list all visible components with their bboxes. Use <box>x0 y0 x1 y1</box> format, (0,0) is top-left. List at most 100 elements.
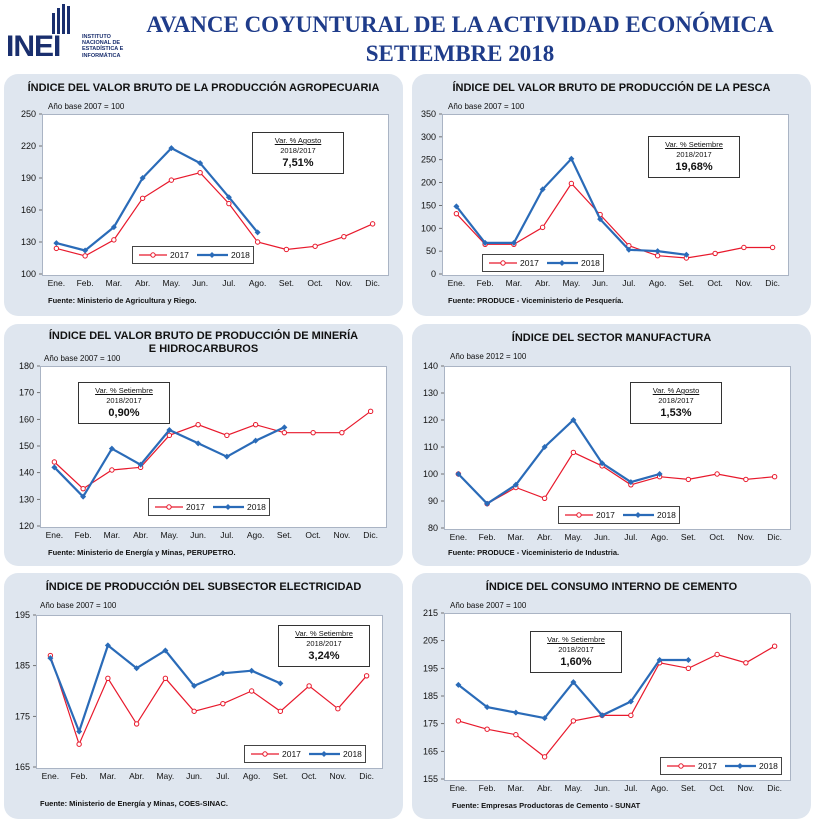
data-point-2017 <box>484 726 490 732</box>
variation-box: Var. % Setiembre 2018/2017 0,90% <box>78 382 170 424</box>
data-point-2018 <box>139 175 146 181</box>
source-note: Fuente: Ministerio de Energía y Minas, C… <box>40 799 228 808</box>
chart-legend: 2017 2018 <box>558 506 680 524</box>
variation-value: 3,24% <box>308 650 340 662</box>
base-year-label: Año base 2007 = 100 <box>450 601 527 610</box>
data-point-2017 <box>53 245 60 252</box>
variation-value: 1,60% <box>560 656 592 668</box>
y-tick-label: 130 <box>423 388 438 398</box>
data-point-2018 <box>570 417 577 423</box>
legend-swatches <box>489 260 578 266</box>
data-point-2018 <box>197 160 204 167</box>
x-tick-label: Ene. <box>450 783 468 793</box>
data-point-2018 <box>484 500 491 507</box>
data-point-2018 <box>455 681 462 688</box>
chart-panel-manufactura: ÍNDICE DEL SECTOR MANUFACTURA Año base 20… <box>412 324 811 566</box>
x-tick-label: Jun. <box>594 532 610 542</box>
x-tick-label: Ago. <box>651 532 669 542</box>
x-tick-label: Nov. <box>735 278 752 288</box>
chart-title: ÍNDICE DE PRODUCCIÓN DEL SUBSECTOR ELECT… <box>45 581 362 593</box>
legend-label-2017: 2017 <box>698 761 717 771</box>
data-point-2017 <box>310 429 316 436</box>
data-point-2017 <box>139 195 146 201</box>
line-chart: 80 90 100 110 120 130 140 Ene. Feb. Mar. Abr. May. J… <box>423 361 782 542</box>
data-point-2017 <box>306 683 312 689</box>
data-point-2017 <box>570 449 577 456</box>
y-tick-label: 120 <box>19 521 34 531</box>
data-point-2017 <box>252 421 259 428</box>
x-tick-label: Nov. <box>329 771 346 781</box>
x-tick-label: Set. <box>681 783 696 793</box>
x-tick-label: Oct. <box>307 278 323 288</box>
x-tick-label: Jun. <box>190 530 206 540</box>
x-tick-label: Jun. <box>594 783 610 793</box>
variation-label: Var. % Setiembre <box>665 140 723 149</box>
data-point-2017 <box>628 712 634 719</box>
x-tick-label: Dic. <box>767 532 782 542</box>
line-chart: 0 50 100 150 200 250 300 350 Ene. Feb. Mar. Abr. May… <box>421 109 780 288</box>
data-point-2017 <box>541 495 548 502</box>
y-tick-label: 120 <box>423 415 438 425</box>
x-tick-label: Ene. <box>48 278 66 288</box>
logo-subtitle: INSTITUTO NACIONAL DE ESTADÍSTICA E INFO… <box>82 34 124 59</box>
x-tick-label: Oct. <box>709 783 725 793</box>
chart-title: ÍNDICE DEL SECTOR MANUFACTURA <box>511 332 712 344</box>
variation-box: Var. % Agosto 2018/2017 7,51% <box>252 132 344 174</box>
x-tick-label: Ago. <box>249 278 267 288</box>
data-point-2018 <box>137 461 144 468</box>
chart-title: ÍNDICE DEL CONSUMO INTERNO DE CEMENTO <box>485 581 738 593</box>
chart-panel-mineria: ÍNDICE DEL VALOR BRUTO DE PRODUCCIÓN DE … <box>4 324 403 566</box>
y-tick-label: 80 <box>428 523 438 533</box>
variation-years: 2018/2017 <box>306 639 342 648</box>
data-point-2017 <box>162 675 169 682</box>
data-point-2018 <box>225 194 232 201</box>
legend-label-2018: 2018 <box>581 258 600 268</box>
data-point-2017 <box>743 660 749 666</box>
chart-panel-pesca: ÍNDICE DEL VALOR BRUTO DE PRODUCCIÓN DE … <box>412 74 811 316</box>
data-point-2017 <box>168 177 175 183</box>
series-line-2017 <box>455 182 773 259</box>
data-point-2018 <box>453 203 460 210</box>
data-point-2018 <box>133 665 140 672</box>
data-point-2018 <box>254 229 261 236</box>
source-note: Fuente: Ministerio de Agricultura y Rieg… <box>48 296 197 305</box>
data-point-2018 <box>599 460 606 467</box>
data-point-2017 <box>105 675 111 682</box>
data-point-2017 <box>283 246 290 253</box>
y-tick-label: 195 <box>423 663 438 673</box>
data-point-2018 <box>252 437 259 444</box>
data-point-2017 <box>654 253 661 259</box>
x-tick-label: Oct. <box>305 530 321 540</box>
data-point-2017 <box>51 459 58 465</box>
x-tick-label: Abr. <box>535 278 550 288</box>
x-tick-label: Abr. <box>133 530 148 540</box>
main-subtitle: SETIEMBRE 2018 <box>365 41 555 66</box>
y-tick-label: 195 <box>15 610 30 620</box>
data-point-2017 <box>277 708 284 714</box>
base-year-label: Año base 2007 = 100 <box>448 102 525 111</box>
source-note: Fuente: PRODUCE - Viceministerio de Indu… <box>448 548 620 557</box>
chart-panel-cemento: ÍNDICE DEL CONSUMO INTERNO DE CEMENTO Año… <box>412 573 811 819</box>
data-point-2017 <box>771 474 778 480</box>
series-line-2017 <box>458 645 775 758</box>
data-point-2017 <box>685 476 692 483</box>
x-tick-label: Jul. <box>220 530 233 540</box>
data-point-2017 <box>166 432 173 439</box>
variation-box: Var. % Setiembre 2018/2017 3,24% <box>278 625 370 667</box>
series-line-2018 <box>457 418 660 506</box>
x-tick-label: Nov. <box>333 530 350 540</box>
x-tick-label: Dic. <box>365 278 380 288</box>
x-tick-label: Abr. <box>537 783 552 793</box>
data-point-2018 <box>53 240 60 247</box>
data-point-2018 <box>539 186 546 193</box>
x-tick-label: Ago. <box>651 783 669 793</box>
data-point-2017 <box>133 721 140 727</box>
legend-swatches <box>251 751 340 757</box>
chart-legend: 2017 2018 <box>132 246 254 264</box>
x-tick-label: Jun. <box>186 771 202 781</box>
x-tick-label: Feb. <box>75 530 92 540</box>
chart-legend: 2017 2018 <box>244 745 366 763</box>
data-point-2017 <box>714 471 720 477</box>
x-tick-label: Jul. <box>624 532 637 542</box>
report-header: INEI INSTITUTO NACIONAL DE ESTADÍSTICA E… <box>0 0 813 72</box>
